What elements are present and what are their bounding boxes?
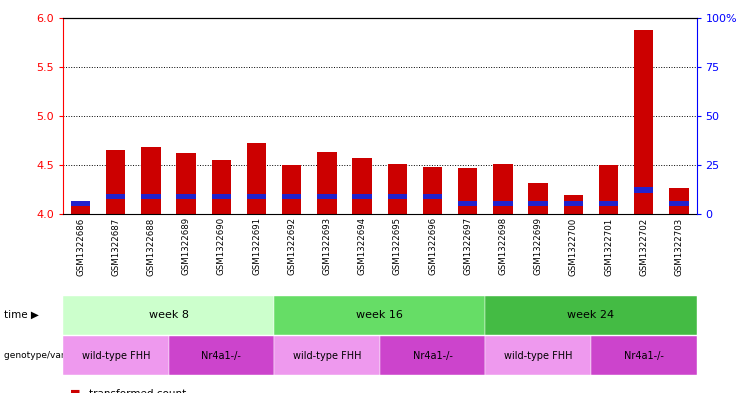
Bar bbox=[388, 194, 407, 199]
Text: wild-type FHH: wild-type FHH bbox=[504, 351, 572, 361]
Bar bbox=[634, 187, 654, 193]
Bar bbox=[353, 194, 372, 199]
Text: GSM1322692: GSM1322692 bbox=[288, 217, 296, 275]
Bar bbox=[247, 143, 266, 214]
Bar bbox=[71, 202, 90, 214]
Bar bbox=[176, 194, 196, 199]
Text: GSM1322699: GSM1322699 bbox=[534, 217, 542, 275]
Bar bbox=[106, 150, 125, 214]
Text: GSM1322690: GSM1322690 bbox=[217, 217, 226, 275]
Bar bbox=[564, 195, 583, 214]
Text: Nr4a1-/-: Nr4a1-/- bbox=[202, 351, 242, 361]
Bar bbox=[528, 183, 548, 214]
Text: genotype/variation ▶: genotype/variation ▶ bbox=[4, 351, 100, 360]
Text: GSM1322700: GSM1322700 bbox=[569, 217, 578, 275]
Bar bbox=[669, 188, 688, 214]
Bar bbox=[458, 201, 477, 206]
Bar bbox=[388, 164, 407, 214]
Bar bbox=[106, 194, 125, 199]
Bar bbox=[599, 165, 618, 214]
Text: GSM1322693: GSM1322693 bbox=[322, 217, 331, 275]
Bar bbox=[423, 167, 442, 214]
Bar bbox=[212, 160, 231, 214]
Bar bbox=[528, 201, 548, 206]
Text: Nr4a1-/-: Nr4a1-/- bbox=[413, 351, 453, 361]
Text: GSM1322701: GSM1322701 bbox=[604, 217, 613, 275]
Bar bbox=[317, 194, 336, 199]
Text: GSM1322697: GSM1322697 bbox=[463, 217, 472, 275]
Bar bbox=[494, 164, 513, 214]
Text: GSM1322687: GSM1322687 bbox=[111, 217, 120, 275]
Bar bbox=[282, 194, 302, 199]
Bar bbox=[353, 158, 372, 214]
Bar bbox=[599, 201, 618, 206]
Text: GSM1322698: GSM1322698 bbox=[499, 217, 508, 275]
Text: GSM1322703: GSM1322703 bbox=[674, 217, 683, 275]
Text: transformed count: transformed count bbox=[89, 389, 186, 393]
Text: GSM1322695: GSM1322695 bbox=[393, 217, 402, 275]
Text: Nr4a1-/-: Nr4a1-/- bbox=[624, 351, 664, 361]
Text: wild-type FHH: wild-type FHH bbox=[293, 351, 361, 361]
Bar bbox=[317, 152, 336, 214]
Bar bbox=[494, 201, 513, 206]
Text: GSM1322691: GSM1322691 bbox=[252, 217, 261, 275]
Bar bbox=[71, 201, 90, 206]
Bar bbox=[458, 168, 477, 214]
Text: GSM1322688: GSM1322688 bbox=[147, 217, 156, 275]
Bar bbox=[634, 30, 654, 214]
Bar bbox=[142, 147, 161, 214]
Text: GSM1322696: GSM1322696 bbox=[428, 217, 437, 275]
Text: wild-type FHH: wild-type FHH bbox=[82, 351, 150, 361]
Bar bbox=[247, 194, 266, 199]
Bar bbox=[564, 201, 583, 206]
Text: time ▶: time ▶ bbox=[4, 310, 39, 320]
Bar bbox=[142, 194, 161, 199]
Text: week 8: week 8 bbox=[149, 310, 188, 320]
Text: GSM1322689: GSM1322689 bbox=[182, 217, 190, 275]
Bar bbox=[669, 201, 688, 206]
Bar bbox=[176, 153, 196, 214]
Text: GSM1322702: GSM1322702 bbox=[639, 217, 648, 275]
Bar bbox=[212, 194, 231, 199]
Text: week 24: week 24 bbox=[568, 310, 614, 320]
Bar bbox=[423, 194, 442, 199]
Text: GSM1322694: GSM1322694 bbox=[358, 217, 367, 275]
Text: ■: ■ bbox=[70, 389, 81, 393]
Text: GSM1322686: GSM1322686 bbox=[76, 217, 85, 275]
Bar bbox=[282, 165, 302, 214]
Text: week 16: week 16 bbox=[356, 310, 403, 320]
